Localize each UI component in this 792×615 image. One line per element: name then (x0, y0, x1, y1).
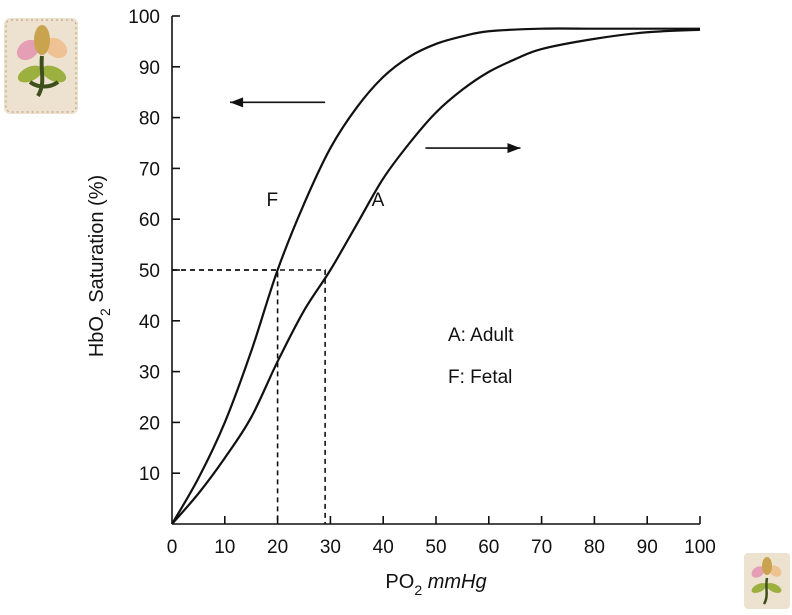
x-tick-label: 20 (267, 537, 288, 558)
y-ticks: 10 20 30 40 50 60 70 80 90 100 (128, 7, 180, 485)
y-tick-label: 80 (139, 109, 160, 130)
x-tick-label: 40 (373, 537, 394, 558)
arrow-right (425, 143, 521, 154)
x-tick-label: 80 (584, 537, 605, 558)
x-ticks: 0 10 20 30 40 50 60 70 80 90 100 (167, 516, 716, 558)
y-tick-label: 30 (139, 363, 160, 384)
x-axis-title-main: PO (385, 571, 414, 593)
shift-arrows (230, 97, 521, 154)
y-tick-label: 10 (139, 464, 160, 485)
curves (171, 27, 701, 525)
y-tick-label: 40 (139, 312, 160, 333)
curve-a (171, 28, 701, 525)
legend-fetal: F: Fetal (448, 367, 512, 388)
y-axis-title-post: Saturation (%) (86, 175, 108, 308)
x-tick-label: 90 (637, 537, 658, 558)
floral-mosaic-logo-bottom-right (744, 553, 790, 609)
y-tick-label: 90 (139, 58, 160, 79)
x-tick-label: 50 (425, 537, 446, 558)
x-tick-label: 100 (684, 537, 716, 558)
p50-guides (172, 269, 326, 524)
x-tick-label: 0 (167, 537, 178, 558)
y-tick-label: 70 (139, 159, 160, 180)
y-axis-title-sub: 2 (97, 308, 113, 316)
p50-guide-f (172, 269, 279, 524)
x-axis-title-unit: mmHg (428, 571, 487, 593)
y-tick-label: 20 (139, 413, 160, 434)
y-tick-label: 60 (139, 210, 160, 231)
plot-area: 0 10 20 30 40 50 60 70 80 90 100 10 20 30 40 50 60 70 80 9… (128, 7, 716, 558)
legend-adult: A: Adult (448, 325, 514, 346)
floral-mosaic-logo-top-left (4, 18, 78, 114)
p50-guide-a (172, 269, 326, 524)
curve-label-f: F (267, 190, 279, 211)
x-axis-title: PO2 mmHg (385, 571, 486, 598)
x-tick-label: 60 (478, 537, 499, 558)
curve-f (171, 27, 700, 525)
y-tick-label: 100 (128, 7, 160, 28)
y-axis-title: HbO2 Saturation (%) (86, 175, 113, 357)
curve-label-a: A (372, 190, 385, 211)
x-axis-title-sub: 2 (414, 582, 422, 598)
arrow-left (230, 97, 326, 108)
x-tick-label: 30 (320, 537, 341, 558)
x-tick-label: 70 (531, 537, 552, 558)
y-axis-title-pre: HbO (86, 316, 108, 357)
x-tick-label: 10 (214, 537, 235, 558)
y-tick-label: 50 (139, 261, 160, 282)
